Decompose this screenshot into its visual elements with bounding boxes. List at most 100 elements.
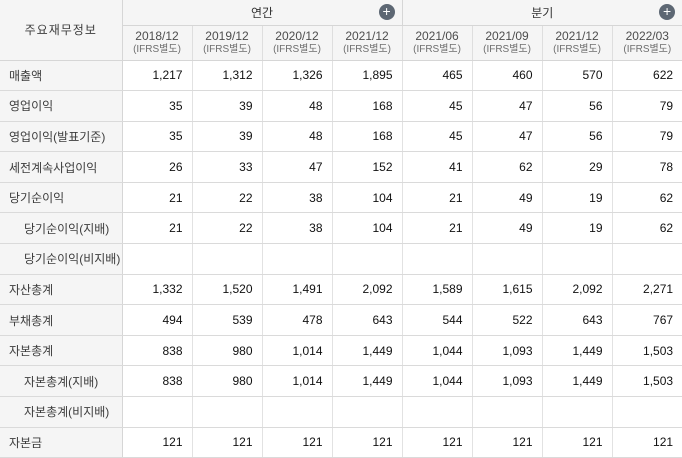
value-cell: 47 bbox=[472, 121, 543, 153]
value-cell: 62 bbox=[612, 212, 682, 245]
table-row: 매출액 1,217 1,312 1,326 1,895 465 460 570 622 bbox=[0, 60, 682, 92]
value-cell: 168 bbox=[332, 90, 403, 122]
group-label-quarterly: 분기 bbox=[531, 5, 554, 20]
value-cell bbox=[122, 243, 193, 275]
table-row: 자산총계 1,332 1,520 1,491 2,092 1,589 1,615 2,092 2… bbox=[0, 274, 682, 306]
value-cell: 980 bbox=[192, 335, 263, 367]
table-row: 자본총계(비지배) bbox=[0, 396, 682, 428]
value-cell: 62 bbox=[612, 182, 682, 214]
value-cell: 49 bbox=[472, 212, 543, 245]
date-header-row: 2018/12 (IFRS별도) 2019/12 (IFRS별도) 2020/12 (IF… bbox=[0, 25, 682, 61]
value-cell bbox=[262, 396, 333, 428]
value-cell: 21 bbox=[402, 182, 473, 214]
value-cell: 1,449 bbox=[542, 365, 613, 398]
value-cell: 49 bbox=[472, 182, 543, 214]
value-cell: 1,312 bbox=[192, 60, 263, 92]
column-period: 2019/12 bbox=[205, 28, 249, 43]
value-cell bbox=[192, 396, 263, 428]
value-cell: 570 bbox=[542, 60, 613, 92]
value-cell bbox=[472, 243, 543, 275]
column-basis: (IFRS별도) bbox=[553, 43, 601, 55]
table-row: 자본금 121 121 121 121 121 121 121 121 bbox=[0, 427, 682, 458]
row-label: 영업이익 bbox=[0, 90, 123, 122]
column-header: 2019/12 (IFRS별도) bbox=[192, 25, 263, 61]
table-row: 영업이익 35 39 48 168 45 47 56 79 bbox=[0, 90, 682, 122]
value-cell: 1,615 bbox=[472, 274, 543, 306]
value-cell: 47 bbox=[262, 151, 333, 183]
column-basis: (IFRS별도) bbox=[413, 43, 461, 55]
table-row: 자본총계(지배) 838 980 1,014 1,449 1,044 1,093 1,449 1… bbox=[0, 365, 682, 398]
value-cell: 21 bbox=[402, 212, 473, 245]
value-cell: 1,449 bbox=[332, 335, 403, 367]
value-cell: 1,014 bbox=[262, 335, 333, 367]
value-cell: 1,503 bbox=[612, 365, 682, 398]
value-cell: 1,895 bbox=[332, 60, 403, 92]
value-cell bbox=[542, 396, 613, 428]
value-cell bbox=[332, 396, 403, 428]
plus-icon[interactable]: + bbox=[659, 4, 676, 21]
column-period: 2022/03 bbox=[625, 28, 669, 43]
column-basis: (IFRS별도) bbox=[343, 43, 391, 55]
column-period: 2020/12 bbox=[275, 28, 319, 43]
column-period: 2021/09 bbox=[485, 28, 529, 43]
plus-icon[interactable]: + bbox=[378, 4, 395, 21]
value-cell: 62 bbox=[472, 151, 543, 183]
value-cell: 622 bbox=[612, 60, 682, 92]
value-cell: 1,332 bbox=[122, 274, 193, 306]
value-cell: 2,271 bbox=[612, 274, 682, 306]
value-cell: 1,217 bbox=[122, 60, 193, 92]
column-header: 2021/06 (IFRS별도) bbox=[402, 25, 473, 61]
value-cell: 26 bbox=[122, 151, 193, 183]
value-cell bbox=[122, 396, 193, 428]
value-cell: 838 bbox=[122, 365, 193, 398]
value-cell bbox=[262, 243, 333, 275]
value-cell: 78 bbox=[612, 151, 682, 183]
value-cell: 33 bbox=[192, 151, 263, 183]
table-row: 세전계속사업이익 26 33 47 152 41 62 29 78 bbox=[0, 151, 682, 183]
value-cell: 48 bbox=[262, 121, 333, 153]
value-cell: 104 bbox=[332, 182, 403, 214]
row-label: 당기순이익(비지배) bbox=[0, 243, 123, 275]
value-cell: 41 bbox=[402, 151, 473, 183]
value-cell: 104 bbox=[332, 212, 403, 245]
value-cell: 22 bbox=[192, 212, 263, 245]
row-label: 당기순이익(지배) bbox=[0, 212, 123, 245]
value-cell: 1,449 bbox=[542, 335, 613, 367]
row-label: 당기순이익 bbox=[0, 182, 123, 214]
value-cell: 121 bbox=[262, 427, 333, 458]
value-cell bbox=[542, 243, 613, 275]
column-header: 2021/12 (IFRS별도) bbox=[542, 25, 613, 61]
value-cell: 56 bbox=[542, 121, 613, 153]
value-cell: 494 bbox=[122, 304, 193, 336]
value-cell: 121 bbox=[122, 427, 193, 458]
value-cell: 38 bbox=[262, 182, 333, 214]
column-header: 2018/12 (IFRS별도) bbox=[122, 25, 193, 61]
value-cell bbox=[472, 396, 543, 428]
value-cell: 152 bbox=[332, 151, 403, 183]
column-basis: (IFRS별도) bbox=[483, 43, 531, 55]
column-period: 2018/12 bbox=[135, 28, 179, 43]
value-cell bbox=[402, 396, 473, 428]
row-label: 영업이익(발표기준) bbox=[0, 121, 123, 153]
value-cell: 1,093 bbox=[472, 335, 543, 367]
value-cell: 29 bbox=[542, 151, 613, 183]
value-cell bbox=[612, 243, 682, 275]
column-basis: (IFRS별도) bbox=[623, 43, 672, 55]
table-row: 당기순이익(지배) 21 22 38 104 21 49 19 62 bbox=[0, 212, 682, 245]
row-label: 매출액 bbox=[0, 60, 123, 92]
value-cell: 643 bbox=[332, 304, 403, 336]
value-cell: 39 bbox=[192, 90, 263, 122]
value-cell: 35 bbox=[122, 121, 193, 153]
group-label-annual: 연간 bbox=[250, 5, 274, 20]
value-cell: 465 bbox=[402, 60, 473, 92]
value-cell: 1,093 bbox=[472, 365, 543, 398]
value-cell bbox=[612, 396, 682, 428]
value-cell: 121 bbox=[472, 427, 543, 458]
table-row: 당기순이익(비지배) bbox=[0, 243, 682, 275]
row-label: 자본총계 bbox=[0, 335, 123, 367]
column-period: 2021/06 bbox=[415, 28, 459, 43]
column-basis: (IFRS별도) bbox=[203, 43, 251, 55]
value-cell: 2,092 bbox=[332, 274, 403, 306]
